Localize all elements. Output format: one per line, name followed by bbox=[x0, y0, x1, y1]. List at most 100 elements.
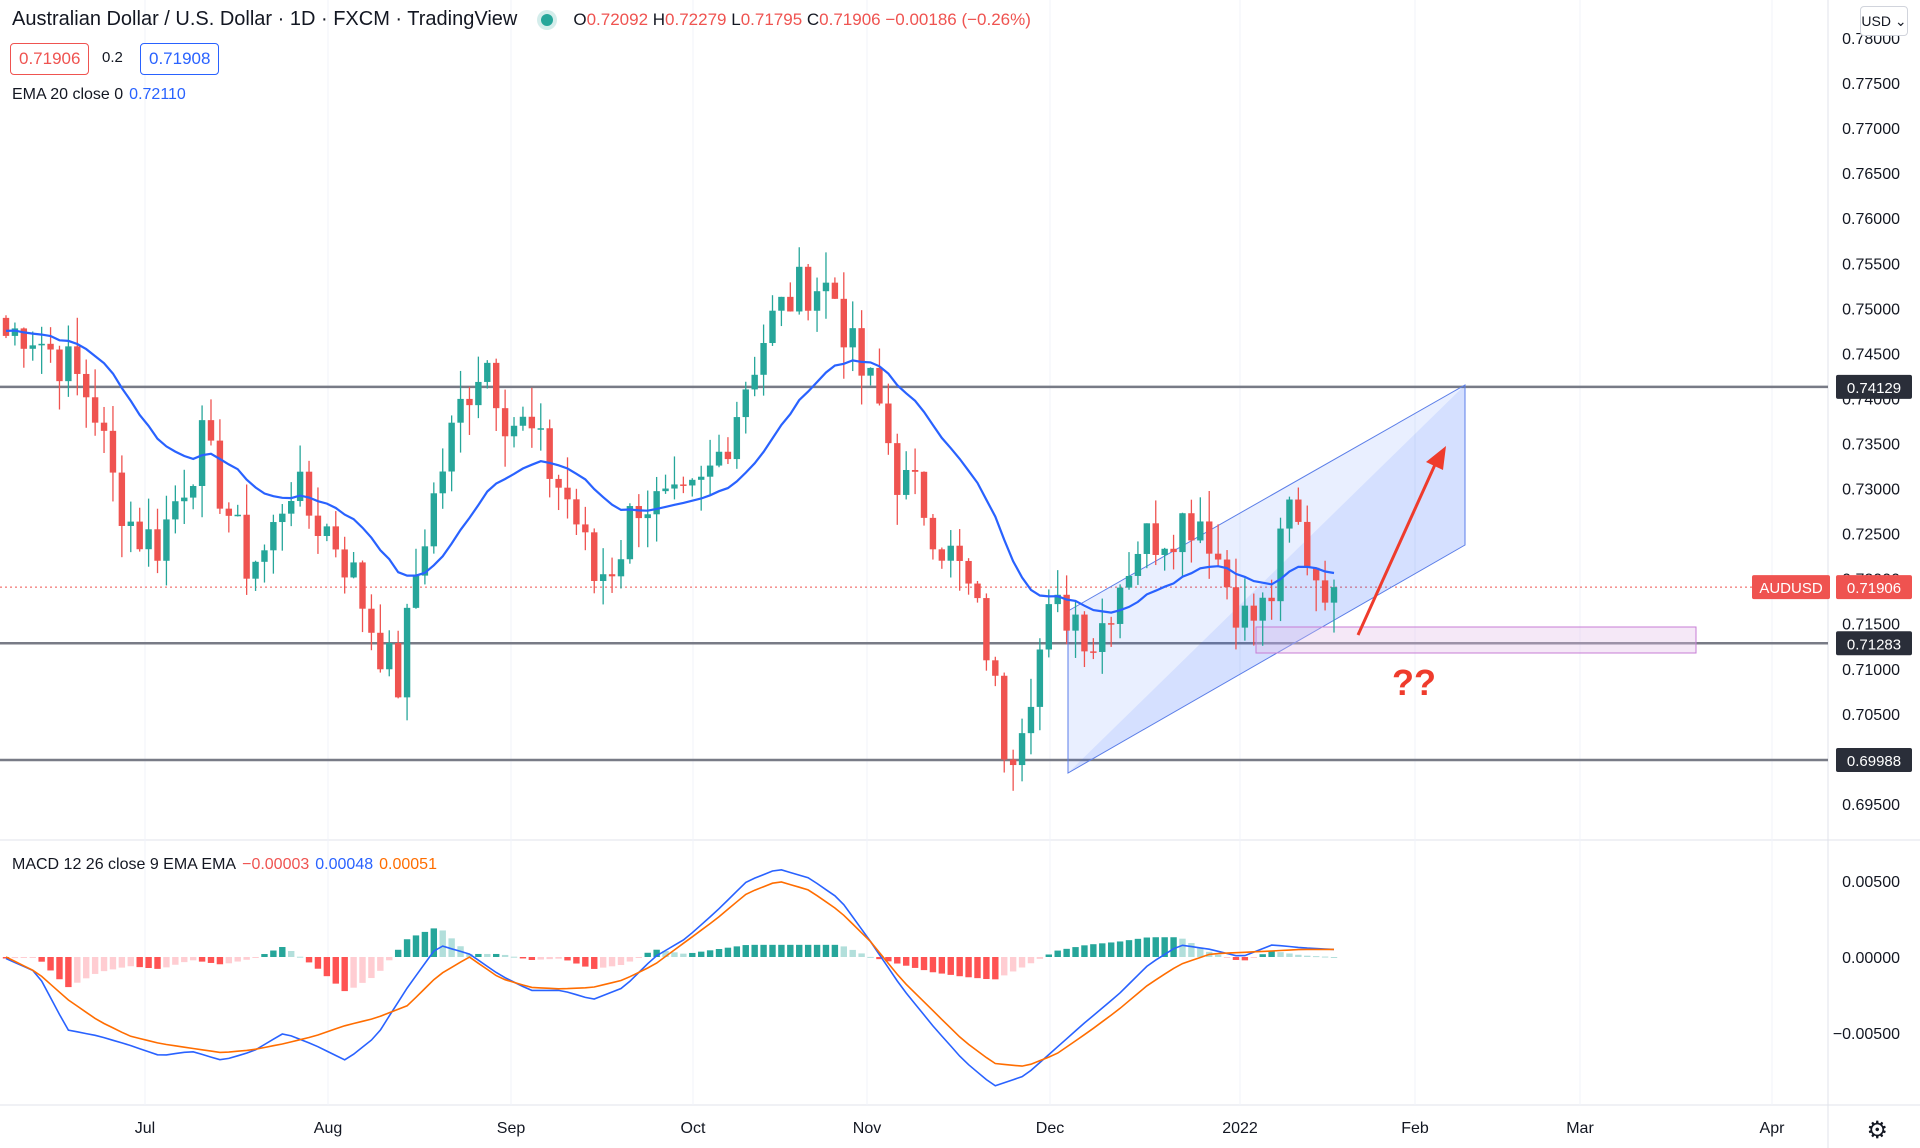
candle-up[interactable] bbox=[671, 484, 678, 489]
candle-down[interactable] bbox=[885, 403, 892, 444]
candle-down[interactable] bbox=[1063, 594, 1070, 631]
candle-down[interactable] bbox=[840, 298, 847, 348]
candle-up[interactable] bbox=[1116, 587, 1124, 624]
candle-up[interactable] bbox=[1054, 594, 1061, 605]
candle-up[interactable] bbox=[252, 561, 259, 579]
candle-down[interactable] bbox=[920, 471, 928, 518]
candle-up[interactable] bbox=[947, 545, 954, 561]
candle-down[interactable] bbox=[118, 472, 126, 526]
candle-down[interactable] bbox=[1009, 759, 1017, 766]
candle-down[interactable] bbox=[1090, 651, 1097, 653]
buy-price-button[interactable]: 0.71908 bbox=[140, 43, 220, 75]
candle-up[interactable] bbox=[822, 282, 830, 292]
candle-up[interactable] bbox=[484, 362, 491, 382]
candle-up[interactable] bbox=[296, 471, 304, 502]
candle-up[interactable] bbox=[127, 521, 134, 526]
candle-down[interactable] bbox=[243, 514, 250, 579]
candle-up[interactable] bbox=[1099, 623, 1106, 652]
candle-up[interactable] bbox=[279, 513, 286, 523]
candle-up[interactable] bbox=[323, 526, 331, 536]
candle-up[interactable] bbox=[439, 471, 446, 494]
candle-up[interactable] bbox=[1161, 548, 1168, 555]
candle-up[interactable] bbox=[644, 514, 651, 519]
candle-up[interactable] bbox=[537, 428, 544, 430]
candle-up[interactable] bbox=[198, 420, 206, 486]
macd-signal-line[interactable] bbox=[5, 881, 1334, 1067]
candle-up[interactable] bbox=[626, 506, 634, 560]
candle-down[interactable] bbox=[858, 328, 865, 376]
candle-up[interactable] bbox=[403, 607, 411, 698]
candle-up[interactable] bbox=[778, 296, 785, 311]
candle-down[interactable] bbox=[341, 549, 348, 578]
candle-down[interactable] bbox=[493, 362, 500, 409]
candle-down[interactable] bbox=[83, 373, 90, 398]
candle-down[interactable] bbox=[1152, 523, 1159, 555]
candle-up[interactable] bbox=[1241, 605, 1249, 628]
ema-20-line[interactable] bbox=[5, 329, 1335, 614]
candle-down[interactable] bbox=[314, 515, 322, 536]
candle-down[interactable] bbox=[216, 440, 224, 509]
candle-down[interactable] bbox=[1250, 605, 1257, 621]
candle-up[interactable] bbox=[386, 643, 393, 670]
candle-up[interactable] bbox=[350, 562, 357, 578]
projection-arrow[interactable] bbox=[1356, 457, 1440, 636]
macd-legend[interactable]: MACD 12 26 close 9 EMA EMA −0.00003 0.0004… bbox=[12, 856, 437, 874]
candle-down[interactable] bbox=[573, 499, 580, 525]
candle-down[interactable] bbox=[1001, 675, 1008, 760]
candle-down[interactable] bbox=[332, 526, 339, 550]
demand-zone-rectangle[interactable] bbox=[1255, 626, 1697, 654]
candle-down[interactable] bbox=[100, 422, 108, 431]
candle-up[interactable] bbox=[1179, 513, 1186, 553]
candle-down[interactable] bbox=[992, 660, 999, 676]
candle-down[interactable] bbox=[546, 428, 553, 479]
candle-down[interactable] bbox=[1214, 553, 1222, 560]
candle-up[interactable] bbox=[689, 479, 696, 486]
candle-up[interactable] bbox=[1072, 614, 1079, 631]
candle-up[interactable] bbox=[733, 417, 741, 460]
candle-down[interactable] bbox=[804, 266, 812, 311]
candle-up[interactable] bbox=[706, 465, 714, 477]
candle-up[interactable] bbox=[1286, 499, 1293, 529]
candle-up[interactable] bbox=[849, 328, 856, 348]
candle-up[interactable] bbox=[519, 416, 527, 426]
candle-down[interactable] bbox=[501, 408, 509, 437]
candle-down[interactable] bbox=[1188, 513, 1195, 541]
candle-down[interactable] bbox=[91, 397, 99, 423]
candle-up[interactable] bbox=[475, 381, 482, 406]
candle-down[interactable] bbox=[608, 574, 616, 577]
candle-up[interactable] bbox=[163, 519, 170, 561]
candle-down[interactable] bbox=[894, 443, 901, 495]
candle-up[interactable] bbox=[760, 343, 767, 375]
settings-gear-icon[interactable]: ⚙ bbox=[1866, 1117, 1888, 1144]
candle-up[interactable] bbox=[288, 501, 295, 514]
candle-up[interactable] bbox=[234, 514, 241, 517]
candle-down[interactable] bbox=[1268, 597, 1275, 602]
candle-down[interactable] bbox=[1232, 587, 1240, 628]
candle-down[interactable] bbox=[359, 562, 366, 609]
macd-line[interactable] bbox=[5, 868, 1335, 1087]
candle-down[interactable] bbox=[1107, 623, 1115, 625]
candle-down[interactable] bbox=[724, 451, 732, 460]
candle-down[interactable] bbox=[582, 524, 589, 533]
candle-up[interactable] bbox=[1197, 521, 1204, 541]
sell-price-button[interactable]: 0.71906 bbox=[10, 43, 90, 75]
currency-select[interactable]: USD ⌄ bbox=[1860, 6, 1908, 36]
candle-up[interactable] bbox=[1045, 604, 1052, 650]
candle-down[interactable] bbox=[938, 549, 946, 561]
candle-up[interactable] bbox=[29, 345, 36, 349]
candle-up[interactable] bbox=[1036, 649, 1044, 707]
candle-down[interactable] bbox=[1206, 521, 1213, 554]
candle-down[interactable] bbox=[225, 508, 233, 516]
candle-down[interactable] bbox=[564, 487, 571, 500]
candle-down[interactable] bbox=[983, 598, 990, 661]
candle-down[interactable] bbox=[591, 532, 598, 581]
candle-down[interactable] bbox=[305, 471, 313, 516]
candle-down[interactable] bbox=[787, 296, 794, 312]
candle-up[interactable] bbox=[617, 559, 625, 577]
candle-up[interactable] bbox=[261, 550, 268, 562]
candle-down[interactable] bbox=[394, 643, 402, 698]
candle-up[interactable] bbox=[448, 422, 455, 472]
candle-down[interactable] bbox=[956, 545, 963, 561]
candle-down[interactable] bbox=[831, 282, 839, 299]
